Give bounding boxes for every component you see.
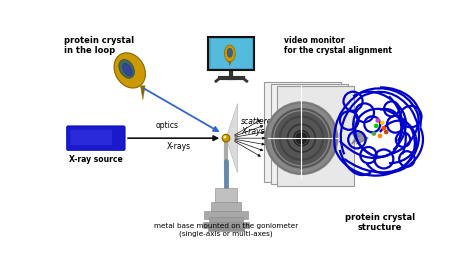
Ellipse shape (119, 60, 135, 78)
Circle shape (374, 123, 378, 128)
Circle shape (264, 101, 338, 175)
Text: protein crystal
in the loop: protein crystal in the loop (64, 36, 135, 55)
Circle shape (384, 130, 389, 134)
Ellipse shape (123, 63, 132, 76)
Circle shape (222, 134, 230, 142)
Circle shape (223, 135, 227, 139)
FancyBboxPatch shape (208, 227, 245, 231)
FancyBboxPatch shape (277, 86, 354, 186)
FancyBboxPatch shape (210, 202, 241, 213)
Text: X-rays: X-rays (166, 142, 191, 151)
Text: protein crystal
structure: protein crystal structure (345, 213, 415, 232)
FancyBboxPatch shape (204, 211, 247, 219)
Polygon shape (226, 103, 237, 173)
Text: metal base mounted on the goniometer
(single-axis or multi-axes): metal base mounted on the goniometer (si… (154, 223, 298, 237)
Text: scattered
X-rays: scattered X-rays (241, 117, 278, 136)
Text: video monitor
for the crystal alignment: video monitor for the crystal alignment (284, 36, 392, 55)
Circle shape (295, 132, 308, 144)
Circle shape (375, 118, 380, 123)
FancyBboxPatch shape (66, 126, 125, 151)
FancyBboxPatch shape (215, 188, 237, 204)
FancyBboxPatch shape (271, 84, 347, 184)
Polygon shape (228, 61, 231, 66)
Circle shape (378, 134, 383, 138)
Polygon shape (140, 86, 145, 100)
Ellipse shape (114, 53, 146, 88)
Ellipse shape (227, 48, 233, 57)
Text: X-ray source: X-ray source (69, 155, 123, 164)
Circle shape (382, 126, 386, 131)
Text: optics: optics (155, 122, 179, 131)
FancyBboxPatch shape (209, 218, 243, 224)
FancyBboxPatch shape (210, 39, 252, 68)
Ellipse shape (225, 45, 235, 62)
FancyBboxPatch shape (71, 130, 112, 145)
FancyBboxPatch shape (208, 36, 255, 70)
FancyBboxPatch shape (264, 82, 341, 182)
Circle shape (274, 111, 328, 165)
FancyBboxPatch shape (203, 222, 249, 228)
Circle shape (372, 131, 376, 136)
Circle shape (380, 120, 384, 125)
